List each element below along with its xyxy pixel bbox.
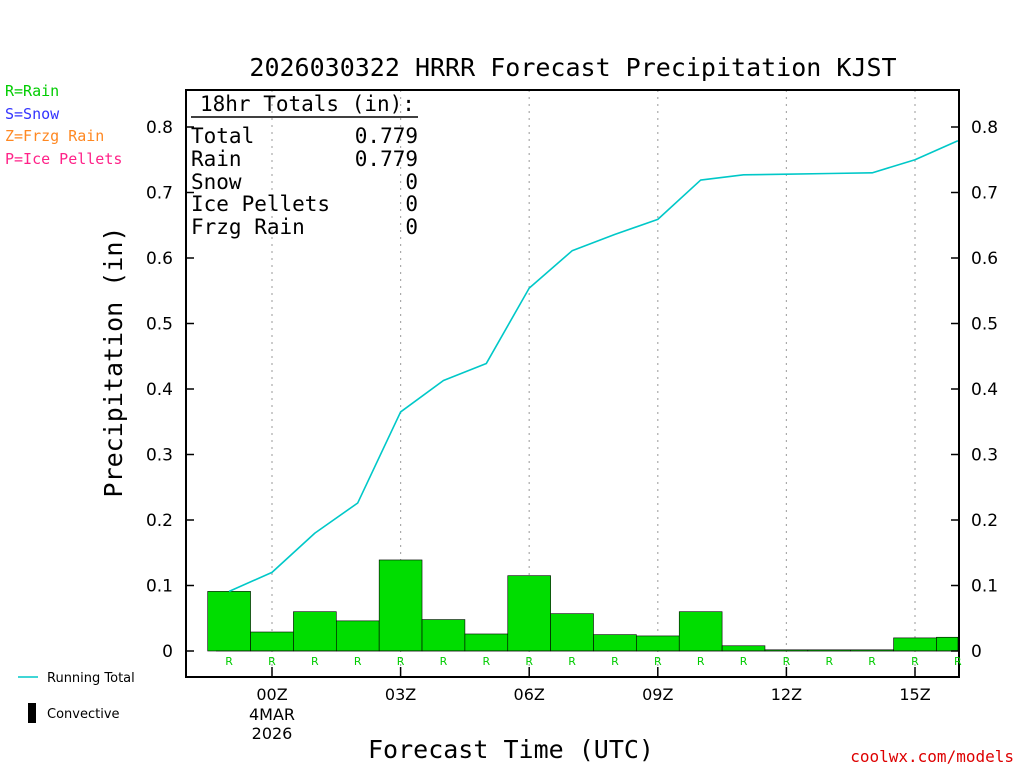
precip-bar (207, 591, 251, 652)
totals-row-label: Frzg Rain (191, 215, 305, 239)
precip-bar (550, 613, 594, 652)
precip-bar (507, 575, 551, 652)
totals-row-value: 0.779 (355, 147, 418, 171)
y-tick-label-right: 0.8 (971, 118, 998, 138)
y-tick-label-left: 0.4 (146, 380, 173, 400)
x-tick-label: 03Z (385, 685, 416, 704)
precip-bar (593, 634, 637, 652)
running-total-legend-label: Running Total (47, 671, 135, 686)
y-tick-label-left: 0.5 (146, 315, 173, 335)
x-tick-label: 06Z (514, 685, 545, 704)
y-tick-label-left: 0 (162, 642, 173, 662)
x-axis-label: Forecast Time (UTC) (368, 735, 654, 764)
y-tick-label-right: 0.5 (971, 315, 998, 335)
y-tick-label-right: 0.2 (971, 511, 998, 531)
x-gridlines (271, 90, 916, 677)
running-total-series (228, 140, 959, 593)
totals-heading: 18hr Totals (in): (200, 92, 415, 116)
legend-frzg-rain: Z=Frzg Rain (5, 127, 104, 145)
totals-box: 18hr Totals (in): Total 0.779 Rain 0.779… (191, 92, 418, 239)
ptype-marker: R (654, 655, 662, 668)
ptype-marker: R (954, 655, 962, 668)
y-axis-ticks: 0 00.1 0.10.2 0.20.3 0.30.4 0.40.5 0.50.6 0.60.… (146, 118, 998, 662)
ptype-marker: R (568, 655, 576, 668)
precip-bar (335, 620, 380, 652)
y-tick-label-right: 0.6 (971, 249, 998, 269)
y-tick-label-left: 0.3 (146, 446, 173, 466)
y-tick-label-right: 0.4 (971, 380, 998, 400)
precip-bar (293, 611, 337, 652)
ptype-marker: R (825, 655, 833, 668)
totals-row-label: Ice Pellets (191, 192, 330, 216)
ptype-marker: R (225, 655, 233, 668)
precip-bar (936, 636, 959, 652)
precip-bar (464, 633, 509, 652)
plot-frame (185, 89, 960, 678)
running-total-line (228, 140, 959, 593)
ptype-marker: R (268, 655, 276, 668)
ptype-legend: R=Rain S=Snow Z=Frzg Rain P=Ice Pellets (5, 82, 122, 168)
ptype-marker: R (611, 655, 619, 668)
y-tick-label-left: 0.8 (146, 118, 173, 138)
precip-bar (721, 645, 766, 652)
ptype-marker: R (911, 655, 919, 668)
precip-bar (378, 559, 423, 652)
x-tick-label: 09Z (642, 685, 673, 704)
totals-row-value: 0.779 (355, 124, 418, 148)
y-tick-label-right: 0.1 (971, 577, 998, 597)
x-tick-label: 12Z (771, 685, 802, 704)
totals-row-label: Total (191, 124, 254, 148)
ptype-marker: R (525, 655, 533, 668)
y-tick-label-right: 0.7 (971, 184, 998, 204)
totals-row-label: Snow (191, 170, 242, 194)
chart-title: 2026030322 HRRR Forecast Precipitation K… (249, 53, 896, 82)
ptype-marker: R (354, 655, 362, 668)
ptype-marker: R (740, 655, 748, 668)
legend-snow: S=Snow (5, 105, 60, 123)
ptype-marker: R (483, 655, 491, 668)
convective-legend-label: Convective (47, 707, 120, 722)
precip-bars (207, 559, 959, 652)
precip-bar (636, 635, 680, 652)
credit-text: coolwx.com/models (850, 747, 1014, 766)
y-axis-label: Precipitation (in) (99, 227, 128, 498)
precip-bar (421, 619, 466, 652)
x-tick-date-line: 4MAR (249, 705, 295, 724)
y-tick-label-left: 0.1 (146, 577, 173, 597)
y-tick-label-left: 0.6 (146, 249, 173, 269)
ptype-marker: R (697, 655, 705, 668)
ptype-marker: R (311, 655, 319, 668)
y-tick-label-left: 0.2 (146, 511, 173, 531)
x-tick-label: 00Z (256, 685, 287, 704)
ptype-marker: R (868, 655, 876, 668)
ptype-marker: R (397, 655, 405, 668)
precip-bar (893, 637, 937, 652)
y-tick-label-right: 0.3 (971, 446, 998, 466)
totals-row-label: Rain (191, 147, 242, 171)
legend-ice-pellets: P=Ice Pellets (5, 150, 122, 168)
y-tick-label-left: 0.7 (146, 184, 173, 204)
ptype-marker: R (783, 655, 791, 668)
convective-legend-swatch (28, 703, 36, 723)
y-tick-label-right: 0 (971, 642, 982, 662)
totals-row-value: 0 (405, 192, 418, 216)
x-tick-date-line: 2026 (252, 724, 293, 743)
series-legend: Running Total Convective (18, 671, 135, 723)
precip-bar (678, 611, 723, 652)
precip-bar (250, 631, 294, 652)
legend-rain: R=Rain (5, 82, 59, 100)
totals-row-value: 0 (405, 215, 418, 239)
x-tick-label: 15Z (899, 685, 930, 704)
ptype-marker: R (440, 655, 448, 668)
totals-row-value: 0 (405, 170, 418, 194)
